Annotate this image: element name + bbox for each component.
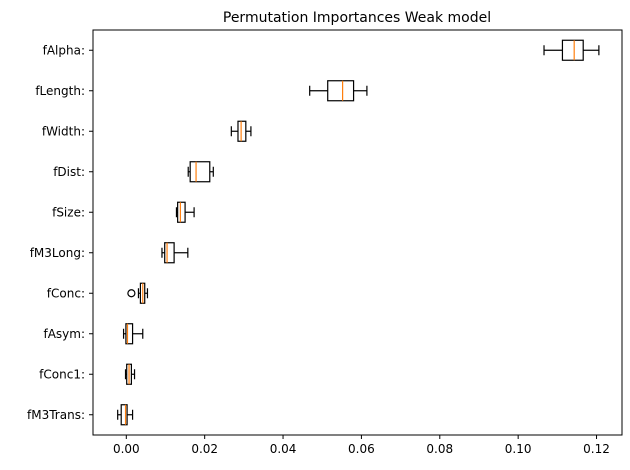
y-tick-label: fLength:: [35, 84, 85, 98]
y-tick-label: fM3Long:: [30, 246, 85, 260]
x-tick-label: 0.10: [505, 442, 532, 456]
box-iqr: [190, 162, 210, 182]
x-tick-label: 0.08: [426, 442, 453, 456]
box-iqr: [178, 202, 185, 222]
x-tick-label: 0.04: [270, 442, 297, 456]
y-tick-label: fConc1:: [39, 367, 85, 381]
y-tick-label: fM3Trans:: [27, 408, 85, 422]
y-tick-label: fConc:: [47, 286, 85, 300]
y-tick-label: fWidth:: [42, 124, 85, 138]
box-iqr: [562, 40, 583, 60]
box-iqr: [165, 243, 174, 263]
box-iqr: [328, 81, 354, 101]
x-tick-label: 0.12: [583, 442, 610, 456]
x-tick-label: 0.02: [191, 442, 218, 456]
box-iqr: [238, 121, 246, 141]
y-tick-label: fSize:: [52, 205, 85, 219]
x-tick-label: 0.00: [113, 442, 140, 456]
box-iqr: [121, 405, 127, 425]
y-tick-label: fDist:: [53, 165, 85, 179]
y-tick-label: fAlpha:: [43, 43, 85, 57]
x-tick-label: 0.06: [348, 442, 375, 456]
plot-area: fAlpha: fLength: fWidth: fDist: fSize: fM3Lon…: [27, 40, 610, 456]
outlier-point: [128, 290, 135, 297]
chart-title: Permutation Importances Weak model: [223, 10, 491, 26]
y-tick-label: fAsym:: [43, 327, 85, 341]
